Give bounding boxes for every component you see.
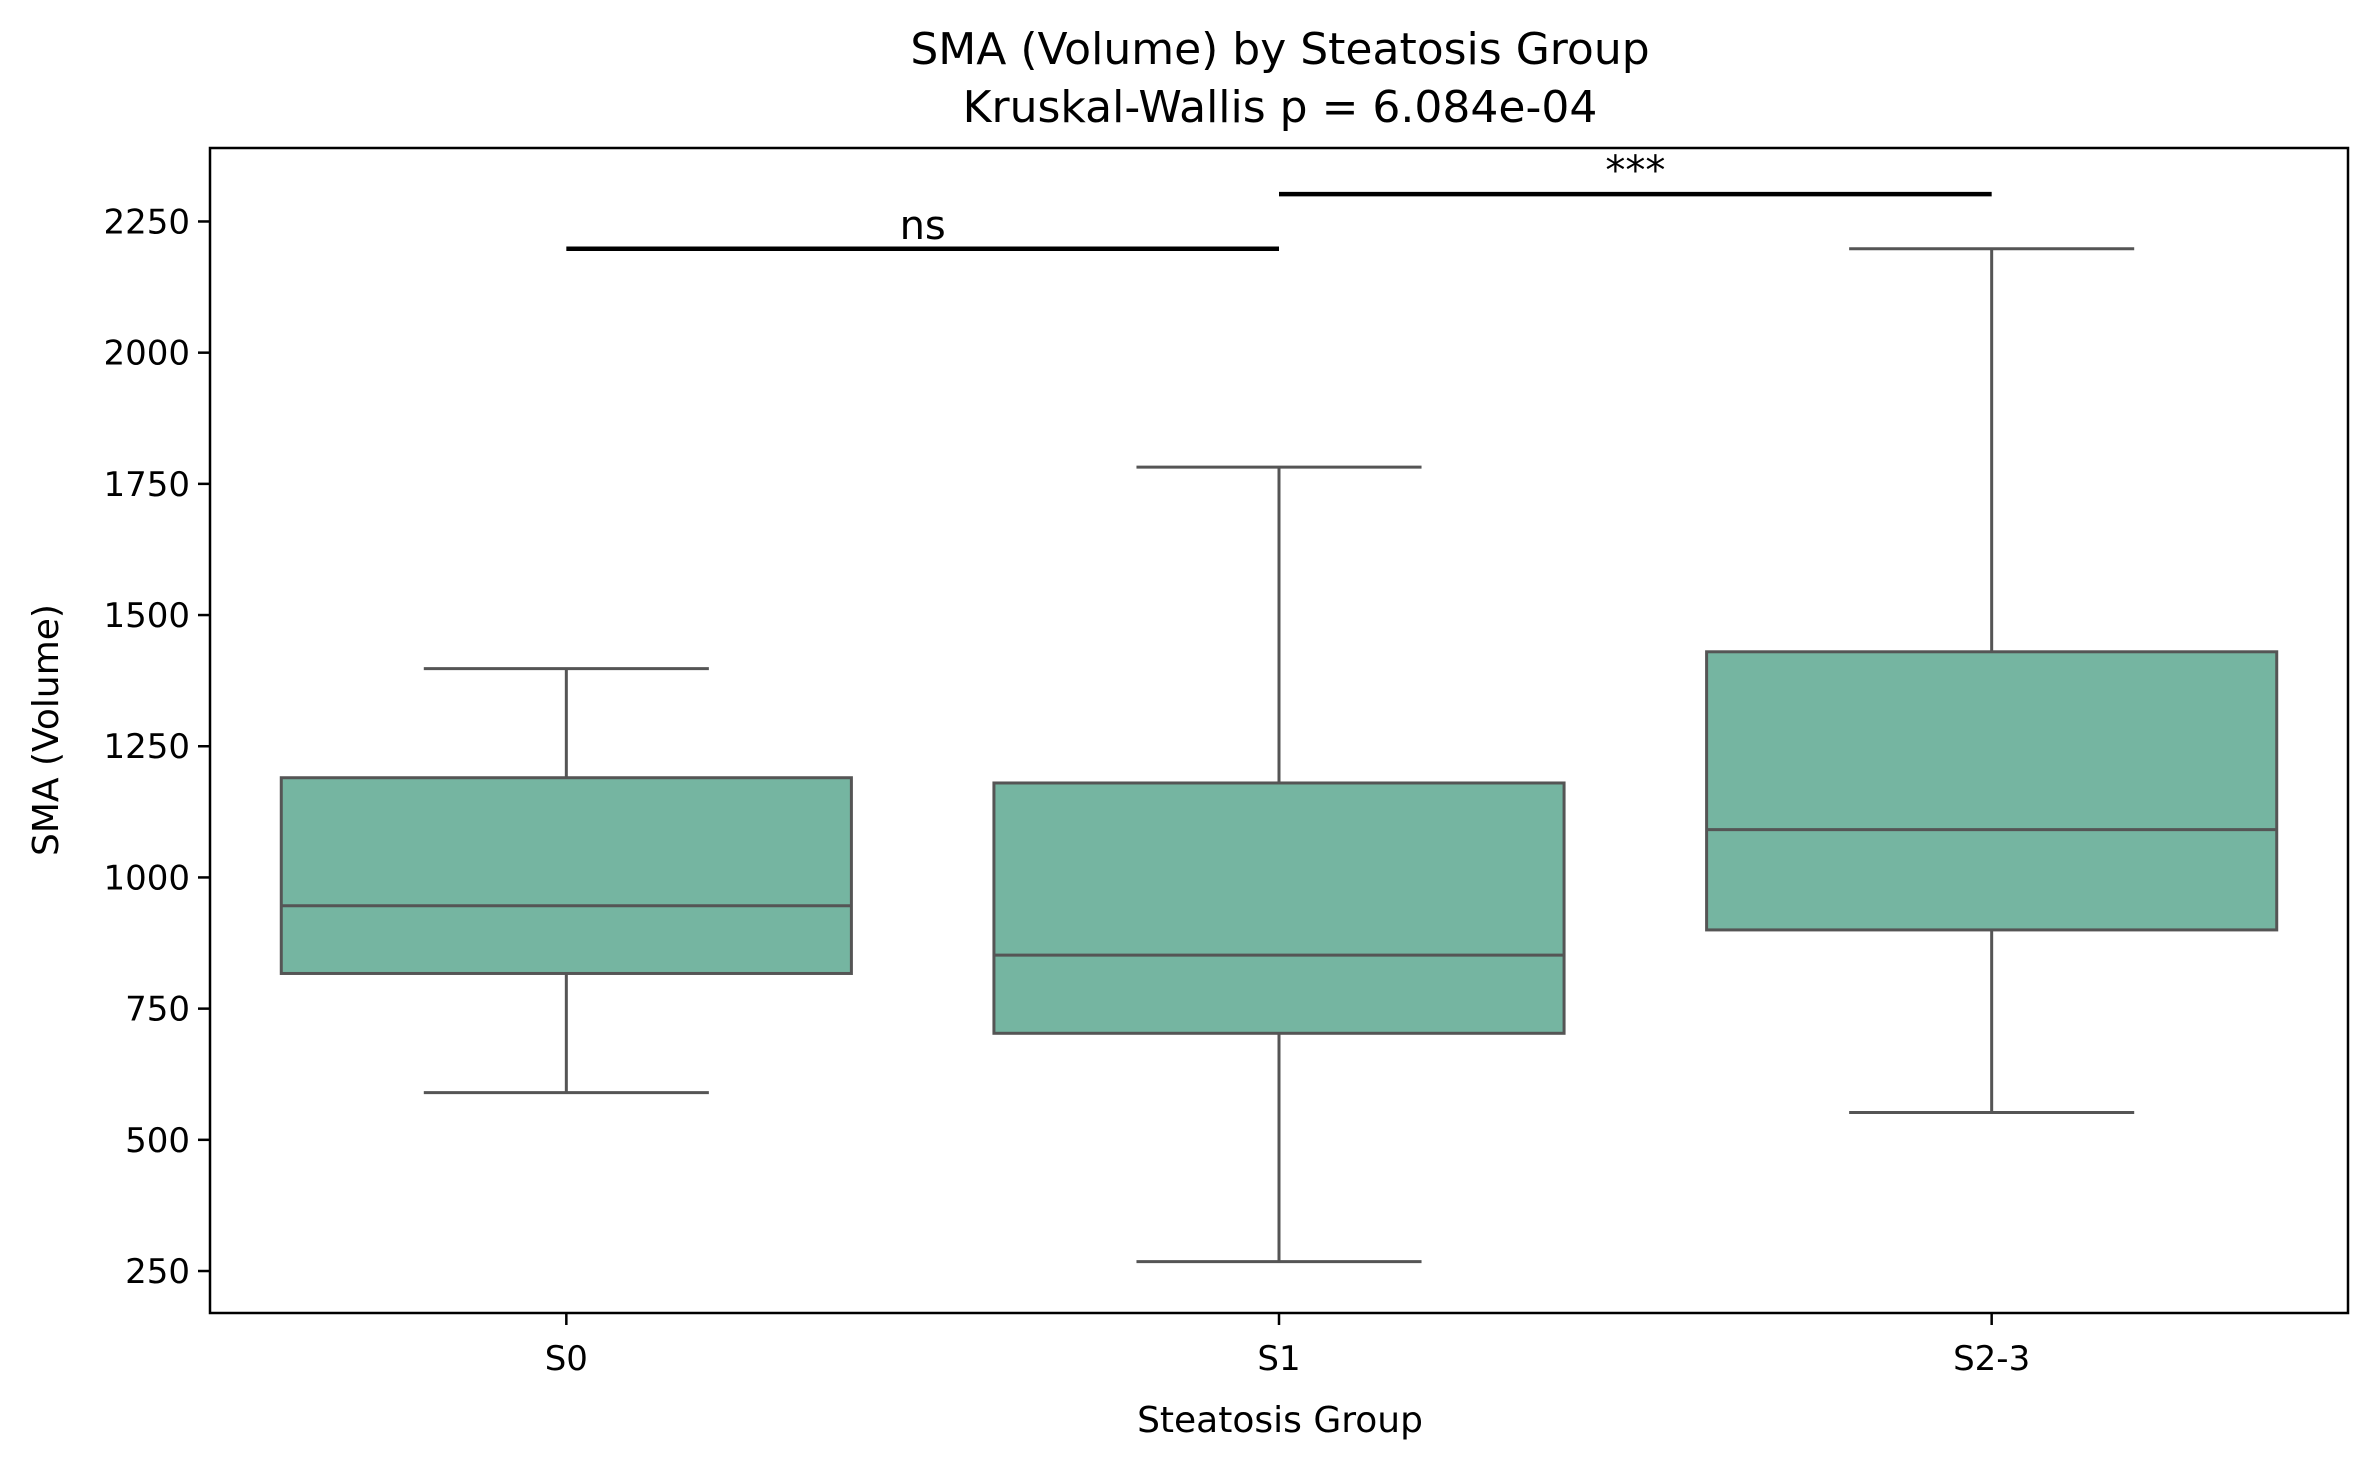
y-tick-label: 2250 [103, 202, 190, 242]
chart-title: SMA (Volume) by Steatosis Group [910, 24, 1649, 75]
y-tick-label: 250 [125, 1252, 190, 1292]
box-group-s2-3 [1705, 247, 2279, 1115]
significance-label: *** [1605, 148, 1665, 194]
y-tick-label: 750 [125, 990, 190, 1030]
x-tick-label: S0 [545, 1339, 588, 1379]
y-tick-label: 500 [125, 1121, 190, 1161]
plot-area: 250 500 750 1000 1250 1500 1750 2000 2250 S0 S1 S2-… [103, 148, 2279, 1379]
y-tick-label: 1500 [103, 596, 190, 636]
plot-frame [208, 146, 2350, 1315]
y-tick-label: 1750 [103, 465, 190, 505]
y-tick-label: 1000 [103, 858, 190, 898]
y-axis-label: SMA (Volume) [26, 604, 67, 856]
x-axis-label: Steatosis Group [1137, 1400, 1423, 1441]
box-group-s0 [279, 667, 853, 1095]
chart-subtitle: Kruskal-Wallis p = 6.084e-04 [963, 82, 1598, 133]
x-tick-label: S1 [1257, 1339, 1300, 1379]
y-tick-label: 2000 [103, 334, 190, 374]
box-group-s1 [992, 465, 1566, 1264]
significance-label: ns [900, 203, 946, 249]
y-tick-label: 1250 [103, 727, 190, 767]
box-iqr [992, 781, 1566, 1035]
box-iqr [1705, 650, 2279, 932]
box-iqr [279, 776, 853, 975]
x-tick-label: S2-3 [1953, 1339, 2030, 1379]
